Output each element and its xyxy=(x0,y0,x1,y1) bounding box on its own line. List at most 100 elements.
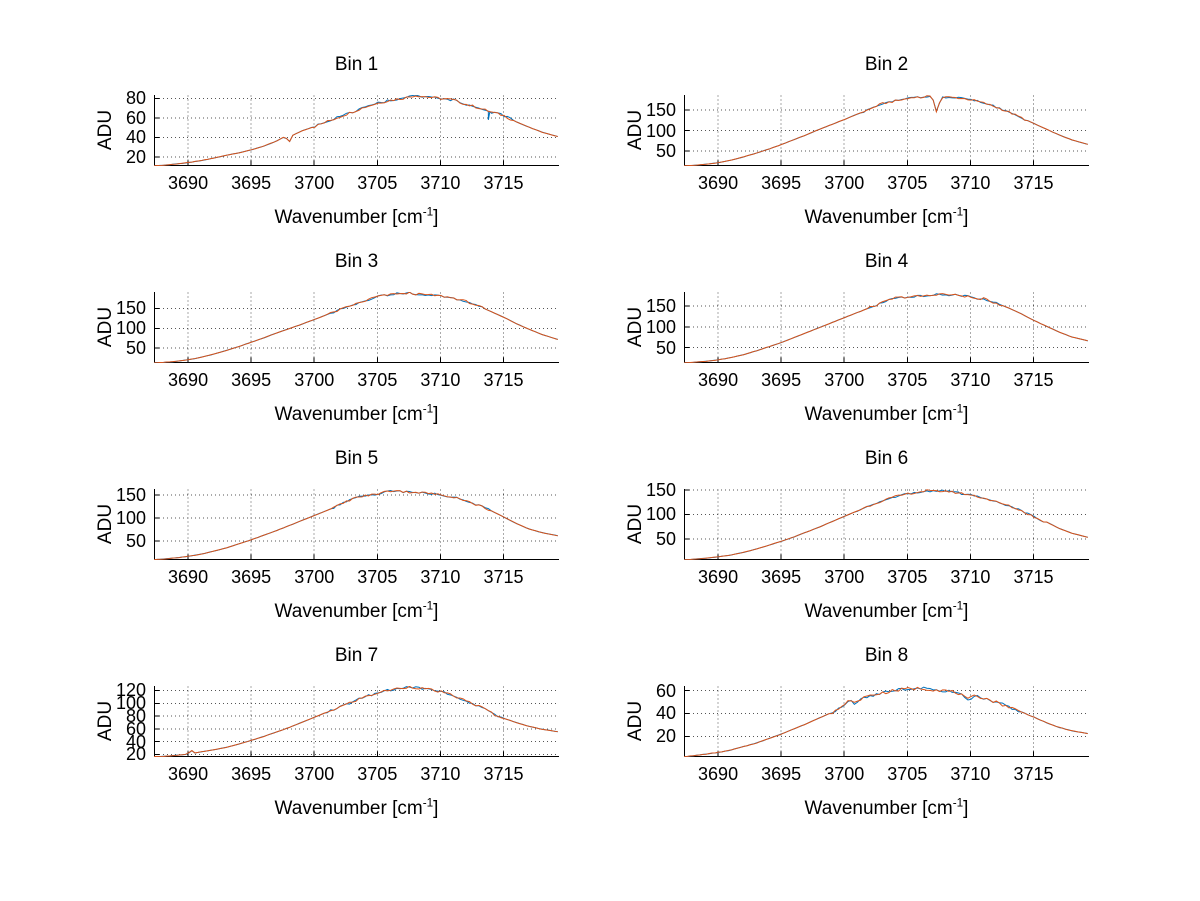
plot-area xyxy=(684,489,1089,560)
x-axis-label: Wavenumber [cm-1] xyxy=(804,205,969,228)
x-tick-label: 3715 xyxy=(483,370,524,390)
y-tick-label: 120 xyxy=(115,680,146,701)
x-tick-label: 3690 xyxy=(168,173,209,193)
y-tick-label: 20 xyxy=(655,726,676,747)
x-tick-label: 3715 xyxy=(483,173,524,193)
x-tick-label: 3700 xyxy=(294,764,335,784)
x-tick-label: 3690 xyxy=(698,370,739,390)
plot-area xyxy=(684,292,1089,363)
plot-area xyxy=(154,489,559,560)
x-tick-label: 3695 xyxy=(231,567,272,587)
x-tick-label: 3705 xyxy=(887,764,928,784)
subplot-bin-3: Bin 3 ADU Wavenumber [cm-1] 3690 3695 3700… xyxy=(95,251,559,425)
x-tick-label: 3715 xyxy=(1013,567,1054,587)
y-tick-label: 50 xyxy=(125,338,146,359)
y-tick-label: 50 xyxy=(655,337,676,358)
x-tick-label: 3705 xyxy=(357,567,398,587)
y-tick-label: 150 xyxy=(645,479,676,500)
x-tick-label: 3695 xyxy=(761,567,802,587)
y-tick-label: 150 xyxy=(645,296,676,317)
y-tick-label: 40 xyxy=(125,127,146,148)
y-tick-label: 100 xyxy=(645,504,676,525)
x-tick-label: 3690 xyxy=(698,764,739,784)
x-axis-label: Wavenumber [cm-1] xyxy=(274,205,439,228)
x-tick-label: 3700 xyxy=(824,173,865,193)
x-tick-label: 3710 xyxy=(950,173,991,193)
subplot-bin-1: Bin 1 ADU Wavenumber [cm-1] 3690 3695 3700… xyxy=(95,54,559,228)
y-tick-label: 20 xyxy=(125,744,146,765)
plot-area xyxy=(154,686,559,757)
x-axis-label: Wavenumber [cm-1] xyxy=(274,402,439,425)
subplot-bin-8: Bin 8 ADU Wavenumber [cm-1] 3690 3695 3700… xyxy=(625,645,1089,819)
y-tick-label: 100 xyxy=(115,318,146,339)
plot-area xyxy=(154,95,559,166)
x-axis-label: Wavenumber [cm-1] xyxy=(804,796,969,819)
x-tick-label: 3710 xyxy=(420,764,461,784)
x-tick-label: 3690 xyxy=(698,567,739,587)
y-tick-label: 50 xyxy=(125,530,146,551)
x-tick-label: 3710 xyxy=(950,370,991,390)
x-tick-label: 3695 xyxy=(761,764,802,784)
y-tick-label: 40 xyxy=(655,703,676,724)
x-tick-label: 3715 xyxy=(1013,370,1054,390)
subplot-title: Bin 4 xyxy=(864,251,909,272)
subplot-bin-7: Bin 7 ADU Wavenumber [cm-1] 3690 3695 3700… xyxy=(95,645,559,819)
y-tick-label: 150 xyxy=(115,298,146,319)
y-tick-label: 50 xyxy=(655,141,676,162)
y-tick-label: 20 xyxy=(125,146,146,167)
x-tick-label: 3715 xyxy=(1013,173,1054,193)
y-tick-label: 50 xyxy=(655,528,676,549)
x-tick-label: 3710 xyxy=(420,370,461,390)
x-tick-label: 3705 xyxy=(887,567,928,587)
x-tick-label: 3705 xyxy=(887,370,928,390)
x-tick-label: 3715 xyxy=(483,567,524,587)
y-tick-label: 60 xyxy=(125,107,146,128)
x-tick-label: 3700 xyxy=(294,567,335,587)
plot-area xyxy=(684,686,1089,757)
x-axis-label: Wavenumber [cm-1] xyxy=(274,796,439,819)
x-tick-label: 3695 xyxy=(761,173,802,193)
x-tick-label: 3690 xyxy=(168,764,209,784)
subplot-bin-2: Bin 2 ADU Wavenumber [cm-1] 3690 3695 3700… xyxy=(625,54,1089,228)
x-tick-label: 3690 xyxy=(698,173,739,193)
x-axis-label: Wavenumber [cm-1] xyxy=(804,599,969,622)
x-tick-label: 3695 xyxy=(761,370,802,390)
x-tick-label: 3705 xyxy=(357,173,398,193)
y-tick-label: 80 xyxy=(125,88,146,109)
x-tick-label: 3705 xyxy=(357,764,398,784)
x-tick-label: 3715 xyxy=(483,764,524,784)
y-tick-label: 100 xyxy=(645,316,676,337)
x-tick-label: 3715 xyxy=(1013,764,1054,784)
x-axis-label: Wavenumber [cm-1] xyxy=(804,402,969,425)
y-tick-label: 150 xyxy=(115,484,146,505)
y-tick-label: 100 xyxy=(115,507,146,528)
x-tick-label: 3710 xyxy=(950,764,991,784)
subplot-title: Bin 3 xyxy=(334,251,379,272)
subplot-bin-5: Bin 5 ADU Wavenumber [cm-1] 3690 3695 3700… xyxy=(95,448,559,622)
subplot-title: Bin 1 xyxy=(334,54,379,75)
x-tick-label: 3710 xyxy=(420,567,461,587)
subplot-title: Bin 7 xyxy=(334,645,379,666)
y-tick-label: 80 xyxy=(125,706,146,727)
x-tick-label: 3700 xyxy=(824,567,865,587)
subplot-bin-4: Bin 4 ADU Wavenumber [cm-1] 3690 3695 3700… xyxy=(625,251,1089,425)
subplot-title: Bin 2 xyxy=(864,54,909,75)
x-tick-label: 3700 xyxy=(294,370,335,390)
plot-area xyxy=(154,292,559,363)
subplot-bin-6: Bin 6 ADU Wavenumber [cm-1] 3690 3695 3700… xyxy=(625,448,1089,622)
x-tick-label: 3705 xyxy=(887,173,928,193)
x-tick-label: 3710 xyxy=(950,567,991,587)
subplot-title: Bin 8 xyxy=(864,645,909,666)
x-tick-label: 3700 xyxy=(824,764,865,784)
x-tick-label: 3695 xyxy=(231,370,272,390)
y-tick-label: 40 xyxy=(125,731,146,752)
x-tick-label: 3705 xyxy=(357,370,398,390)
x-axis-label: Wavenumber [cm-1] xyxy=(274,599,439,622)
x-tick-label: 3700 xyxy=(824,370,865,390)
subplot-title: Bin 5 xyxy=(334,448,379,469)
x-tick-label: 3700 xyxy=(294,173,335,193)
x-tick-label: 3695 xyxy=(231,764,272,784)
y-tick-label: 100 xyxy=(115,693,146,714)
x-tick-label: 3710 xyxy=(420,173,461,193)
